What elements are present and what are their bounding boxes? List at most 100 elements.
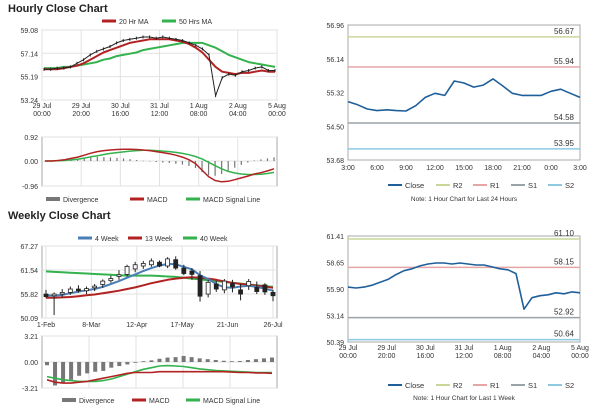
hourly-levels-xtick: 18:00	[484, 165, 502, 172]
weekly-candle-body	[43, 293, 49, 297]
weekly-divergence-bar	[205, 359, 210, 362]
weekly-divergence-bar	[149, 360, 154, 362]
weekly-levels-xtick-date: 2 Aug	[532, 345, 550, 352]
hourly-divergence-bar	[96, 156, 98, 161]
hourly-levels-ytick: 53.68	[326, 158, 344, 165]
weekly-candle-body	[124, 266, 130, 275]
hourly-divergence-bar	[149, 160, 151, 162]
weekly-legend-40wk-label: 40 Week	[200, 236, 228, 243]
hourly-price-xtick-time: 20:00	[72, 111, 90, 118]
hourly-price-ytick: 53.24	[20, 98, 38, 105]
weekly-legend-13wk-label: 13 Week	[145, 236, 173, 243]
weekly-levels-xtick-time: 04:00	[533, 353, 551, 360]
weekly-price-xtick: 1-Feb	[37, 322, 55, 329]
weekly-divergence-bar	[189, 357, 194, 362]
weekly-macd-ytick: 0.00	[24, 360, 38, 367]
hourly-price-xtick-date: 1 Aug	[190, 103, 208, 110]
weekly-candle-body	[221, 280, 227, 291]
weekly-divergence-bar	[69, 362, 74, 380]
hourly-divergence-bar	[83, 158, 85, 161]
hourly-price-xtick-time: 04:00	[229, 111, 247, 118]
hourly-legend-divergence-label: Divergence	[63, 197, 99, 204]
hourly-levels-close-line	[347, 78, 581, 112]
hourly-legend-50hr-label: 50 Hrs MA	[179, 19, 212, 26]
hourly-divergence-bar	[207, 160, 210, 176]
weekly-candle-body	[108, 278, 114, 282]
weekly-divergence-bar	[109, 362, 114, 368]
hourly-levels-xtick: 3:00	[573, 165, 587, 172]
hourly-levels-ytick: 56.96	[326, 23, 344, 30]
weekly-candle-body	[181, 267, 187, 274]
hourly-levels-xtick: 12:00	[426, 165, 444, 172]
hourly-macd-line	[45, 148, 275, 183]
weekly-divergence-bar	[197, 358, 202, 362]
weekly-levels-xtick-time: 00:00	[339, 353, 357, 360]
weekly-levels-xtick-date: 29 Jul	[377, 345, 396, 352]
weekly-levels-ytick: 50.39	[326, 340, 344, 347]
hourly-divergence-bar	[273, 157, 275, 161]
weekly-divergence-bar	[213, 359, 218, 362]
weekly-divergence-bar	[237, 361, 242, 362]
hourly-divergence-bar	[253, 160, 255, 161]
weekly-divergence-bar	[117, 362, 122, 367]
hourly-macd-ytick: -0.96	[22, 184, 38, 191]
hourly-divergence-bar	[109, 157, 112, 161]
weekly-candle-body	[100, 280, 106, 285]
weekly-candle-body	[157, 261, 162, 267]
hourly-price-ytick: 59.08	[20, 28, 38, 35]
weekly-levels-legend-r1-label: R1	[490, 381, 500, 390]
weekly-levels-xtick-date: 5 Aug	[571, 345, 589, 352]
weekly-levels-xtick-time: 20:00	[378, 353, 396, 360]
hourly-divergence-bar	[201, 160, 203, 173]
hourly-divergence-bar	[227, 160, 229, 171]
weekly-macd-ytick: -3.21	[22, 386, 38, 393]
weekly-levels-level-s1-value: 52.92	[554, 308, 575, 317]
hourly-levels-level-r2-value: 56.67	[554, 27, 575, 36]
hourly-levels-xtick: 0:00	[544, 165, 558, 172]
weekly-levels-xtick-date: 1 Aug	[494, 345, 512, 352]
hourly-divergence-bar	[260, 159, 262, 161]
weekly-divergence-bar	[101, 362, 106, 371]
weekly-levels-ytick: 53.14	[326, 314, 344, 321]
weekly-candle-body	[238, 289, 243, 295]
weekly-macd-line	[46, 370, 273, 384]
hourly-divergence-bar	[142, 160, 144, 162]
hourly-divergence-bar	[221, 160, 223, 175]
weekly-candle-body	[148, 260, 154, 266]
weekly-divergence-bar	[270, 357, 274, 362]
hourly-levels-legend-r1-label: R1	[490, 181, 500, 190]
weekly-divergence-bar	[133, 362, 138, 363]
weekly-divergence-bar	[253, 359, 258, 362]
weekly-levels-legend-close-label: Close	[405, 381, 424, 390]
weekly-divergence-bar	[53, 362, 58, 386]
hourly-levels-legend-s1-label: S1	[528, 181, 537, 190]
hourly-legend-20hr-label: 20 Hr MA	[119, 19, 149, 26]
weekly-levels-ytick: 58.65	[326, 261, 344, 268]
weekly-levels-legend-s2-label: S2	[565, 381, 574, 390]
hourly-price-xtick-time: 00:00	[268, 111, 286, 118]
weekly-divergence-bar	[125, 362, 130, 365]
weekly-candle-body	[262, 284, 268, 293]
weekly-levels-level-s2-value: 50.64	[554, 330, 575, 339]
hourly-ma20-line	[44, 38, 275, 76]
weekly-candle-body	[213, 283, 219, 290]
hourly-levels-ytick: 54.50	[326, 124, 344, 131]
weekly-legend-divergence-label: Divergence	[79, 398, 115, 405]
hourly-legend-divergence-swatch	[46, 197, 60, 201]
weekly-levels-xtick-date: 31 Jul	[455, 345, 474, 352]
weekly-divergence-bar	[245, 359, 250, 362]
weekly-price-xtick: 21-Jun	[217, 322, 239, 329]
weekly-candle-body	[59, 291, 65, 295]
weekly-candle-body	[92, 285, 98, 289]
hourly-levels-xtick: 15:00	[455, 165, 473, 172]
weekly-levels-xtick-date: 29 Jul	[339, 345, 358, 352]
hourly-divergence-bar	[175, 160, 177, 164]
hourly-price-xtick-time: 12:00	[151, 111, 169, 118]
weekly-candle-body	[140, 263, 146, 267]
weekly-divergence-bar	[45, 362, 49, 366]
weekly-candle-body	[84, 288, 89, 292]
hourly-price-ytick: 55.19	[20, 75, 38, 82]
weekly-levels-frame	[347, 235, 581, 343]
hourly-levels-ytick: 56.14	[326, 57, 344, 64]
